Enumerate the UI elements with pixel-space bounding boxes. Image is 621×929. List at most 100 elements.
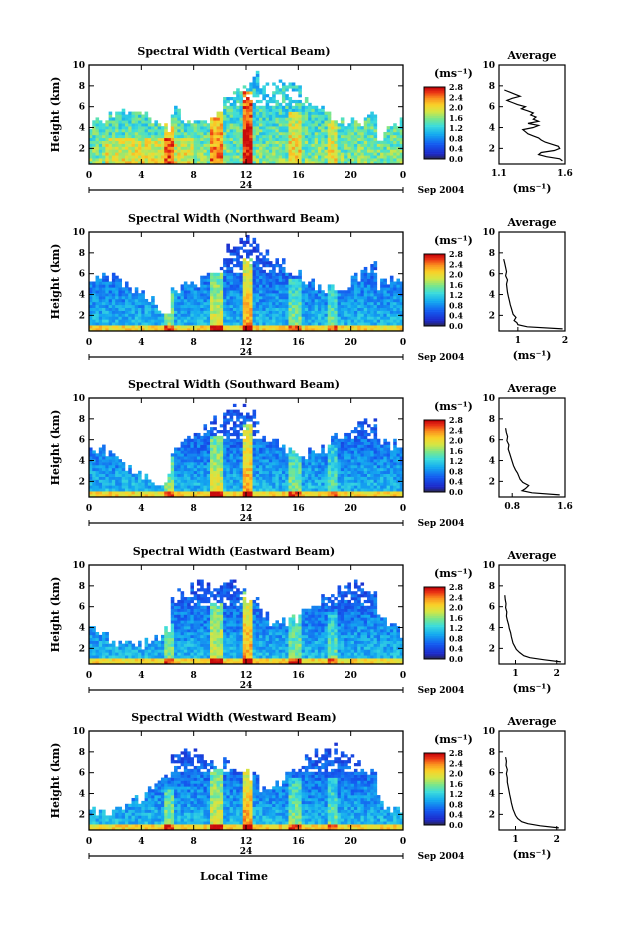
heatmap-cell: [317, 296, 322, 300]
heatmap-cell: [246, 307, 250, 311]
heatmap-cell: [317, 464, 322, 469]
heatmap-cell: [177, 149, 181, 153]
heatmap-cell: [180, 155, 185, 159]
heatmap-cell: [340, 325, 345, 329]
heatmap-cell: [327, 301, 332, 306]
heatmap-cell: [170, 467, 175, 472]
colorbar-segment: [424, 302, 445, 305]
heatmap-cell: [206, 488, 211, 492]
heatmap-cell: [314, 131, 319, 136]
heatmap-cell: [223, 269, 227, 274]
heatmap-cell: [223, 441, 227, 445]
heatmap-cell: [344, 316, 348, 320]
heatmap-cell: [232, 272, 237, 276]
heatmap-cell: [340, 117, 345, 121]
heatmap-cell: [128, 482, 132, 486]
date-label: Sep 2004: [418, 353, 465, 363]
heatmap-cell: [363, 310, 368, 314]
heatmap-cell: [226, 328, 230, 332]
heatmap-cell: [357, 313, 361, 317]
heatmap-cell: [255, 111, 260, 115]
heatmap-cell: [344, 146, 348, 150]
heatmap-cell: [268, 120, 273, 124]
heatmap-cell: [151, 307, 155, 311]
heatmap-cell: [265, 140, 270, 144]
heatmap-cell: [203, 473, 208, 477]
heatmap-cell: [154, 152, 158, 156]
heatmap-cell: [239, 111, 244, 115]
heatmap-cell: [265, 301, 270, 306]
heatmap-cell: [108, 491, 113, 495]
x-tick-label: 12: [240, 338, 253, 348]
heatmap-cell: [134, 491, 139, 495]
heatmap-cell: [183, 146, 188, 150]
heatmap-cell: [226, 258, 230, 262]
heatmap-cell: [252, 134, 257, 139]
heatmap-cell: [174, 111, 178, 115]
heatmap-cell: [324, 129, 329, 133]
heatmap-cell: [226, 97, 230, 101]
heatmap-cell: [151, 161, 155, 165]
heatmap-cell: [268, 313, 273, 317]
heatmap-cell: [219, 134, 224, 139]
heatmap-cell: [376, 158, 381, 162]
heatmap-cell: [295, 152, 299, 156]
heatmap-cell: [281, 450, 286, 454]
heatmap-cell: [203, 450, 208, 454]
heatmap-cell: [105, 322, 109, 326]
heatmap-cell: [272, 444, 276, 448]
heatmap-cell: [92, 462, 96, 466]
heatmap-cell: [386, 126, 391, 130]
heatmap-cell: [111, 143, 116, 147]
heatmap-cell: [236, 261, 240, 265]
heatmap-cell: [275, 464, 280, 469]
heatmap-cell: [285, 281, 289, 285]
heatmap-cell: [340, 301, 345, 306]
heatmap-cell: [115, 307, 119, 311]
heatmap-cell: [363, 158, 368, 162]
colorbar-segment: [424, 257, 445, 260]
heatmap-cell: [108, 126, 113, 130]
heatmap-cell: [219, 453, 224, 457]
heatmap-cell: [360, 126, 365, 130]
heatmap-cell: [259, 438, 263, 442]
heatmap-cell: [196, 143, 201, 147]
heatmap-cell: [298, 91, 302, 95]
heatmap-cell: [383, 134, 387, 139]
heatmap-cell: [350, 287, 355, 291]
heatmap-cell: [203, 488, 208, 492]
heatmap-cell: [288, 482, 293, 486]
heatmap-cell: [298, 328, 302, 332]
heatmap-cell: [363, 129, 368, 133]
heatmap-cell: [327, 290, 332, 294]
heatmap-cell: [187, 319, 191, 323]
heatmap-cell: [265, 161, 270, 165]
heatmap-cell: [396, 296, 401, 300]
heatmap-cell: [353, 131, 358, 136]
heatmap-cell: [98, 488, 103, 492]
heatmap-cell: [196, 120, 201, 124]
heatmap-cell: [190, 155, 194, 159]
heatmap-cell: [223, 432, 227, 437]
heatmap-cell: [278, 304, 283, 308]
heatmap-cell: [200, 120, 204, 124]
heatmap-cell: [102, 476, 106, 480]
heatmap-cell: [239, 313, 244, 317]
heatmap-cell: [219, 476, 224, 480]
heatmap-cell: [216, 287, 221, 291]
heatmap-cell: [144, 488, 149, 492]
heatmap-cell: [187, 316, 191, 320]
heatmap-cell: [259, 99, 263, 104]
heatmap-cell: [317, 131, 322, 136]
heatmap-cell: [210, 131, 214, 136]
heatmap-cell: [259, 313, 263, 317]
heatmap-cell: [285, 137, 289, 141]
heatmap-cell: [363, 131, 368, 136]
heatmap-cell: [367, 137, 371, 141]
heatmap-cell: [121, 476, 126, 480]
heatmap-cell: [357, 149, 361, 153]
heatmap-cell: [164, 328, 168, 332]
x-tick-label: 16: [292, 338, 305, 348]
heatmap-cell: [196, 473, 201, 477]
heatmap-cell: [95, 319, 100, 323]
